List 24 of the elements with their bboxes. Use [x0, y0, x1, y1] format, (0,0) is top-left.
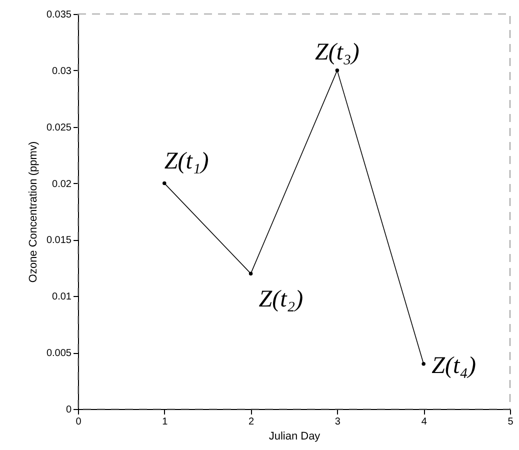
x-tick-label: 0	[76, 416, 82, 428]
annotation: Z(t₁)	[164, 148, 209, 174]
x-tick-label: 1	[162, 416, 168, 428]
y-tick-label: 0.02	[52, 178, 72, 190]
x-tick-label: 3	[334, 416, 341, 428]
y-tick-label: 0.01	[52, 292, 72, 303]
y-axis-title: Ozone Concentration (ppmv)	[27, 141, 40, 283]
y-tick-label: 0.015	[46, 235, 72, 246]
point	[335, 68, 340, 72]
y-tick-label: 0.03	[52, 66, 72, 77]
annotation: Z(t₃)	[315, 39, 360, 66]
x-tick-label: 4	[421, 416, 428, 428]
point	[422, 362, 426, 366]
x-tick-label: 2	[248, 416, 255, 428]
point	[248, 272, 253, 276]
annotation: Z(t₂)	[258, 286, 304, 313]
y-tick-label: 0.025	[46, 122, 72, 134]
point	[162, 181, 166, 186]
y-tick-label: 0.005	[46, 348, 72, 360]
x-tick-label: 5	[508, 416, 514, 428]
y-tick-label: 0	[66, 404, 72, 416]
y-tick-label: 0.035	[46, 10, 72, 20]
x-axis-title: Julian Day	[268, 430, 321, 442]
annotation: Z(t₄)	[432, 352, 476, 379]
